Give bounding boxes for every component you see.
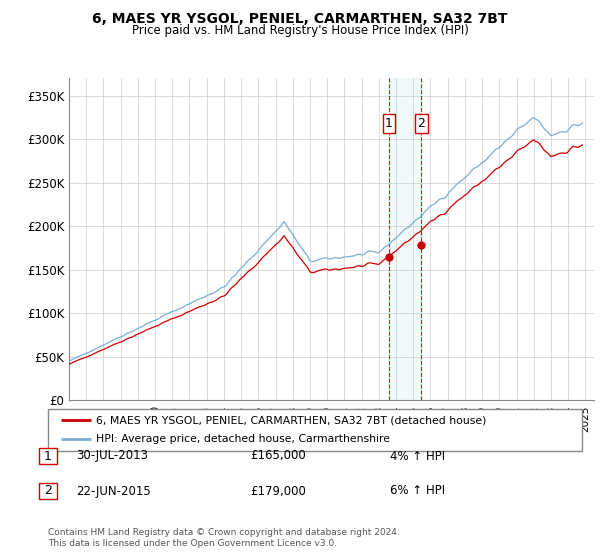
Text: 6, MAES YR YSGOL, PENIEL, CARMARTHEN, SA32 7BT (detached house): 6, MAES YR YSGOL, PENIEL, CARMARTHEN, SA… xyxy=(96,415,487,425)
FancyBboxPatch shape xyxy=(383,114,395,133)
Text: 6, MAES YR YSGOL, PENIEL, CARMARTHEN, SA32 7BT: 6, MAES YR YSGOL, PENIEL, CARMARTHEN, SA… xyxy=(92,12,508,26)
Bar xyxy=(389,78,421,400)
Text: 30-JUL-2013: 30-JUL-2013 xyxy=(76,450,148,463)
FancyBboxPatch shape xyxy=(415,114,428,133)
Text: 2: 2 xyxy=(44,484,52,497)
Text: HPI: Average price, detached house, Carmarthenshire: HPI: Average price, detached house, Carm… xyxy=(96,435,390,445)
Text: Price paid vs. HM Land Registry's House Price Index (HPI): Price paid vs. HM Land Registry's House … xyxy=(131,24,469,36)
Text: 4% ↑ HPI: 4% ↑ HPI xyxy=(390,450,445,463)
Text: 1: 1 xyxy=(44,450,52,463)
Text: 2: 2 xyxy=(418,117,425,130)
FancyBboxPatch shape xyxy=(48,409,582,451)
Text: £165,000: £165,000 xyxy=(250,450,306,463)
Text: £179,000: £179,000 xyxy=(250,484,306,497)
Text: 6% ↑ HPI: 6% ↑ HPI xyxy=(390,484,445,497)
FancyBboxPatch shape xyxy=(39,483,57,499)
FancyBboxPatch shape xyxy=(39,448,57,464)
Text: 1: 1 xyxy=(385,117,393,130)
Text: 22-JUN-2015: 22-JUN-2015 xyxy=(76,484,151,497)
Text: Contains HM Land Registry data © Crown copyright and database right 2024.
This d: Contains HM Land Registry data © Crown c… xyxy=(48,528,400,548)
